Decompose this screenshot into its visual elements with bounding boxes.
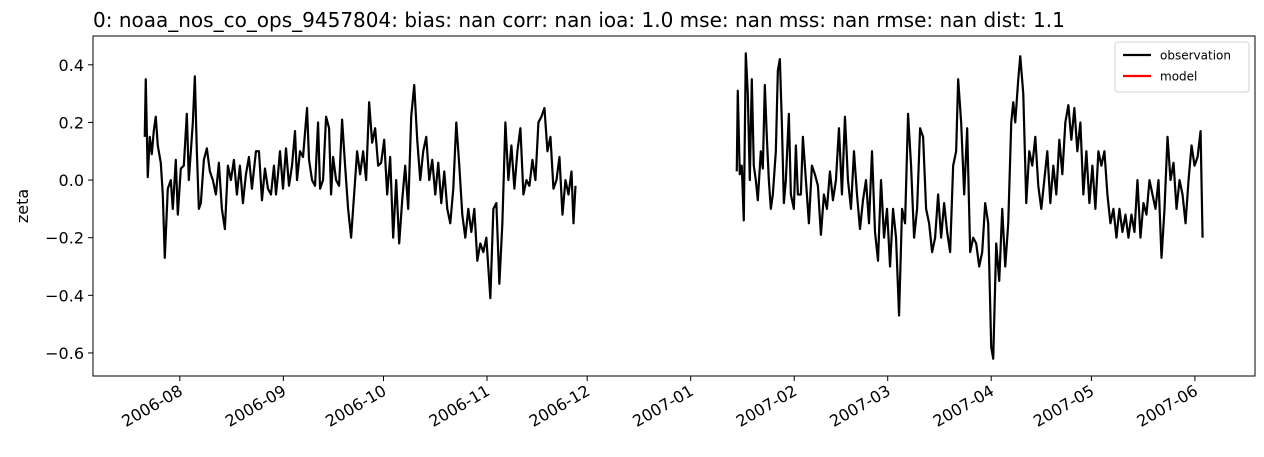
x-tick-label: 2006-10 — [322, 381, 389, 431]
legend-label: model — [1160, 70, 1197, 84]
y-tick-label: 0.4 — [59, 56, 84, 75]
x-tick-label: 2007-06 — [1133, 381, 1200, 431]
x-tick-label: 2007-04 — [930, 381, 997, 431]
y-tick-label: −0.6 — [45, 344, 84, 363]
y-tick-label: −0.2 — [45, 229, 84, 248]
y-tick-label: −0.4 — [45, 286, 84, 305]
x-tick-label: 2007-01 — [629, 381, 696, 431]
x-tick-label: 2007-02 — [733, 381, 800, 431]
y-tick-label: 0.0 — [59, 171, 84, 190]
x-tick-label: 2006-12 — [526, 381, 593, 431]
x-tick-label: 2006-11 — [426, 381, 493, 431]
x-tick-label: 2007-03 — [826, 381, 893, 431]
plot-frame — [92, 35, 1256, 377]
y-tick-label: 0.2 — [59, 113, 84, 132]
x-tick-label: 2007-05 — [1030, 381, 1097, 431]
legend-label: observation — [1160, 49, 1231, 63]
series-line — [143, 52, 1204, 360]
legend: observation model — [1114, 41, 1250, 93]
y-axis-label: zeta — [13, 189, 32, 223]
x-tick-label: 2006-09 — [222, 381, 289, 431]
chart-title: 0: noaa_nos_co_ops_9457804: bias: nan co… — [93, 8, 1065, 32]
x-tick-label: 2006-08 — [118, 381, 185, 431]
